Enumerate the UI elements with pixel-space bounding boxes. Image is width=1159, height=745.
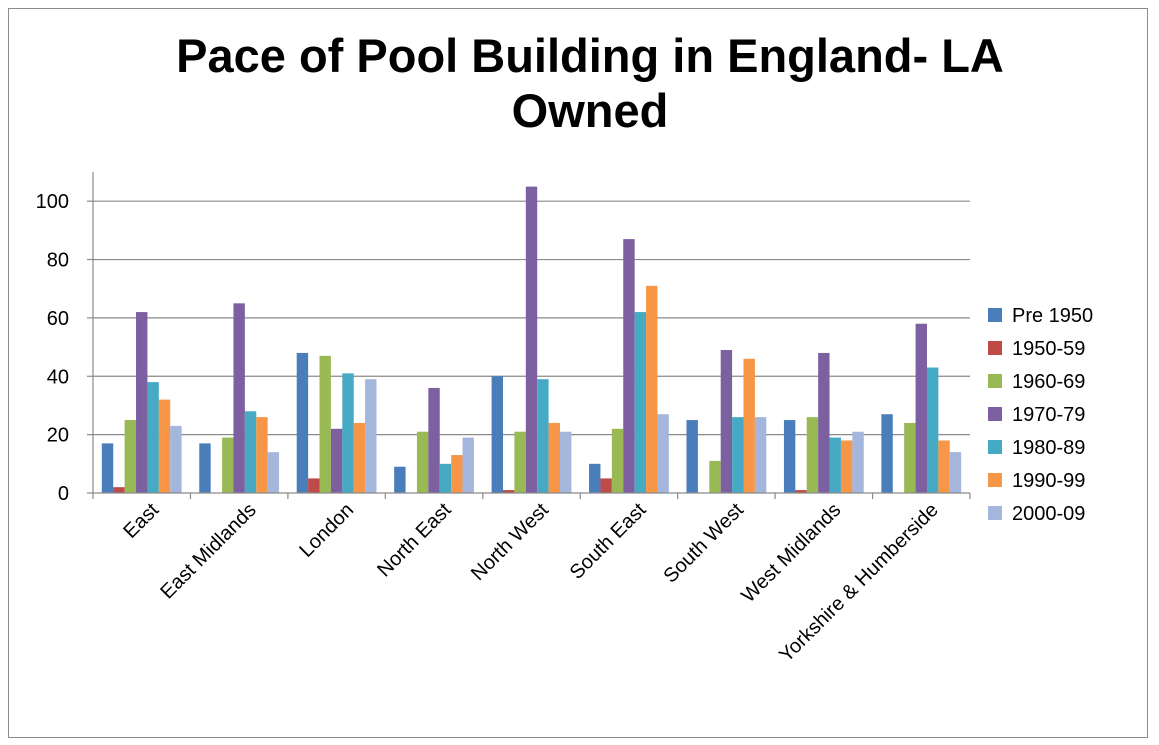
bar [158, 399, 171, 493]
y-tick-label: 100 [36, 191, 69, 213]
bar [503, 490, 515, 493]
x-tick-label: Yorkshire & Humberside [775, 499, 943, 667]
x-tick-label: South East [566, 499, 651, 584]
bar [365, 379, 377, 493]
legend-label: 1960-69 [1012, 371, 1085, 393]
bar [600, 478, 612, 493]
bar [416, 431, 429, 493]
y-tick-label: 80 [47, 250, 69, 272]
bar [915, 323, 927, 493]
bar [611, 428, 624, 493]
bar [926, 367, 939, 493]
bar [428, 387, 440, 493]
bar [783, 420, 796, 493]
x-tick-label: North East [373, 499, 456, 582]
legend-label: 1950-59 [1012, 338, 1085, 360]
bar [462, 437, 474, 493]
legend-swatch [988, 308, 1002, 322]
bar [244, 411, 257, 493]
bar [113, 487, 125, 493]
axes [92, 172, 970, 494]
legend-label: 1980-89 [1012, 437, 1085, 459]
bar [439, 463, 452, 493]
x-tick-label: East [119, 499, 163, 543]
y-axis-ticks: 0 20 40 60 80 100 [36, 191, 93, 505]
bar [394, 466, 406, 493]
bar [795, 490, 807, 493]
bar [147, 382, 159, 493]
bar [904, 422, 916, 493]
bar [296, 352, 309, 493]
bar [199, 443, 211, 493]
bar [267, 452, 280, 493]
bar [806, 417, 819, 493]
legend-swatch [988, 341, 1002, 355]
bar [548, 422, 560, 493]
bar [319, 355, 331, 493]
bar [829, 437, 841, 493]
bar [852, 431, 864, 493]
legend-swatch [988, 440, 1002, 454]
bar [353, 422, 366, 493]
legend: Pre 1950 1950-59 1960-69 1970-79 1980-89 1990… [988, 305, 1093, 525]
bar [949, 452, 962, 493]
bar [514, 431, 526, 493]
bar [342, 373, 354, 493]
bar [308, 478, 320, 493]
chart-frame [8, 8, 1148, 738]
bar [589, 463, 601, 493]
bar [732, 417, 744, 493]
legend-swatch [988, 407, 1002, 421]
legend-label: 1970-79 [1012, 404, 1085, 426]
legend-swatch [988, 506, 1002, 520]
bar [222, 437, 234, 493]
bar [491, 376, 503, 493]
chart-title: Pace of Pool Building in England- LA Own… [176, 29, 1004, 137]
bar [938, 440, 950, 493]
bar [646, 285, 658, 493]
bar [818, 352, 830, 493]
bar [451, 455, 463, 493]
bar [840, 440, 853, 493]
legend-swatch [988, 473, 1002, 487]
x-tick-label: South West [660, 499, 749, 588]
x-tick-label: East Midlands [156, 499, 260, 603]
bar [657, 414, 669, 493]
bar [124, 420, 137, 493]
bars [101, 186, 962, 493]
bar [101, 443, 114, 493]
y-tick-label: 60 [47, 308, 69, 330]
legend-label: 1990-99 [1012, 470, 1085, 492]
bar [634, 312, 647, 493]
bar [754, 417, 767, 493]
legend-label: 2000-09 [1012, 503, 1085, 525]
x-tick-label: London [295, 499, 358, 562]
bar [623, 239, 635, 493]
bar [560, 431, 572, 493]
bar [136, 312, 148, 493]
legend-label: Pre 1950 [1012, 305, 1093, 327]
bar [709, 460, 721, 493]
bar [170, 425, 182, 493]
bar [881, 414, 893, 493]
bar [537, 379, 549, 493]
bar [720, 350, 733, 493]
bar [233, 303, 245, 493]
x-tick-label: West Midlands [737, 499, 845, 607]
y-tick-label: 0 [58, 483, 69, 505]
y-tick-label: 40 [47, 366, 69, 388]
y-tick-label: 20 [47, 425, 69, 447]
bar [330, 428, 343, 493]
legend-swatch [988, 374, 1002, 388]
bar [256, 417, 268, 493]
bar [686, 420, 698, 493]
bar [525, 186, 538, 493]
bar [743, 358, 755, 493]
x-tick-label: North West [467, 499, 553, 585]
